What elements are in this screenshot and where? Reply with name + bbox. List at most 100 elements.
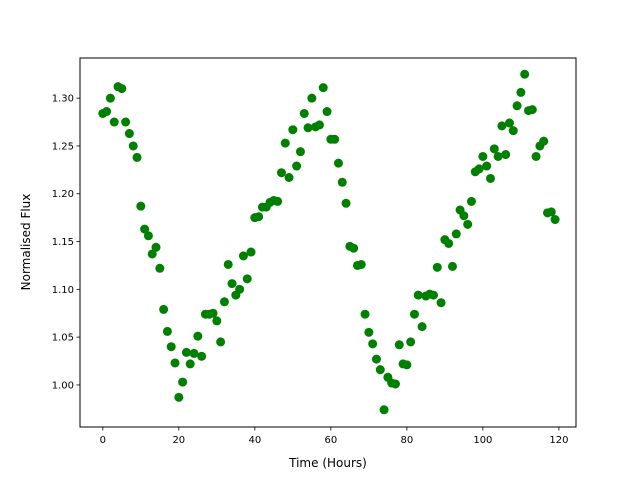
data-point [227,279,237,289]
data-point [402,360,412,370]
data-point [303,123,313,133]
data-point [478,151,488,161]
x-tick-label: 120 [549,435,568,446]
x-axis-label: Time (Hours) [288,456,367,470]
data-point [299,108,309,118]
data-point [493,151,503,161]
data-point [288,125,298,135]
data-point [527,105,537,115]
data-point [242,274,252,284]
data-point [219,297,229,307]
data-point [330,134,340,144]
x-tick-label: 100 [473,435,492,446]
data-point [159,304,169,314]
plot-frame [79,57,577,428]
data-point [197,351,207,361]
data-point [394,340,404,350]
data-point [128,141,138,151]
data-point [341,198,351,208]
x-tick-label: 20 [172,435,185,446]
data-point [390,379,400,389]
data-point [314,120,324,130]
data-point [447,261,457,271]
data-point [349,243,359,253]
data-point [246,247,256,257]
data-point [178,377,188,387]
data-point [459,211,469,221]
data-point [132,152,142,162]
y-tick-label: 1.00 [52,380,74,391]
data-point [212,316,222,326]
y-tick-label: 1.05 [52,333,74,344]
data-point [193,331,203,341]
data-point [307,93,317,103]
data-point [417,322,427,332]
data-point [280,138,290,148]
y-tick-label: 1.20 [52,189,74,200]
data-point [223,259,233,269]
y-tick-label: 1.10 [52,285,74,296]
data-point [474,164,484,174]
data-point [208,308,218,318]
data-point [436,298,446,308]
data-point [143,231,153,241]
data-point [520,69,530,79]
data-point [512,101,522,111]
data-point [292,161,302,171]
data-point [413,290,423,300]
data-point [174,392,184,402]
data-point [409,309,419,319]
data-point [151,242,161,252]
data-point [166,342,176,352]
data-point [235,284,245,294]
data-point [162,326,172,336]
x-tick-label: 0 [100,435,106,446]
data-point [181,347,191,357]
data-point [546,207,556,217]
data-point [489,144,499,154]
data-point [147,249,157,259]
data-point [102,107,112,117]
data-point [432,262,442,272]
data-point [444,238,454,248]
data-point [117,84,127,94]
data-point [485,173,495,183]
data-point [322,107,332,117]
data-point [276,168,286,178]
data-point [428,290,438,300]
data-point [155,263,165,273]
data-point [371,354,381,364]
data-point [516,87,526,97]
data-point [337,177,347,187]
y-tick-label: 1.30 [52,94,74,105]
data-point [364,327,374,337]
data-point [368,339,378,349]
data-point [451,229,461,239]
data-point [109,117,119,127]
data-point [185,359,195,369]
data-point [508,126,518,136]
data-point [140,224,150,234]
y-tick-label: 1.25 [52,141,74,152]
data-point [189,348,199,358]
data-point [295,147,305,157]
data-point [136,201,146,211]
data-point [501,150,511,160]
data-point [550,215,560,225]
y-axis-label: Normalised Flux [19,194,33,291]
data-point [170,358,180,368]
data-point [504,118,514,128]
data-point [531,151,541,161]
data-point [254,212,264,222]
data-point [238,251,248,261]
x-tick-label: 40 [248,435,261,446]
data-point [284,172,294,182]
x-tick-label: 80 [400,435,413,446]
data-point [463,219,473,229]
data-point [273,196,283,206]
data-point [406,337,416,347]
data-point [121,117,131,127]
